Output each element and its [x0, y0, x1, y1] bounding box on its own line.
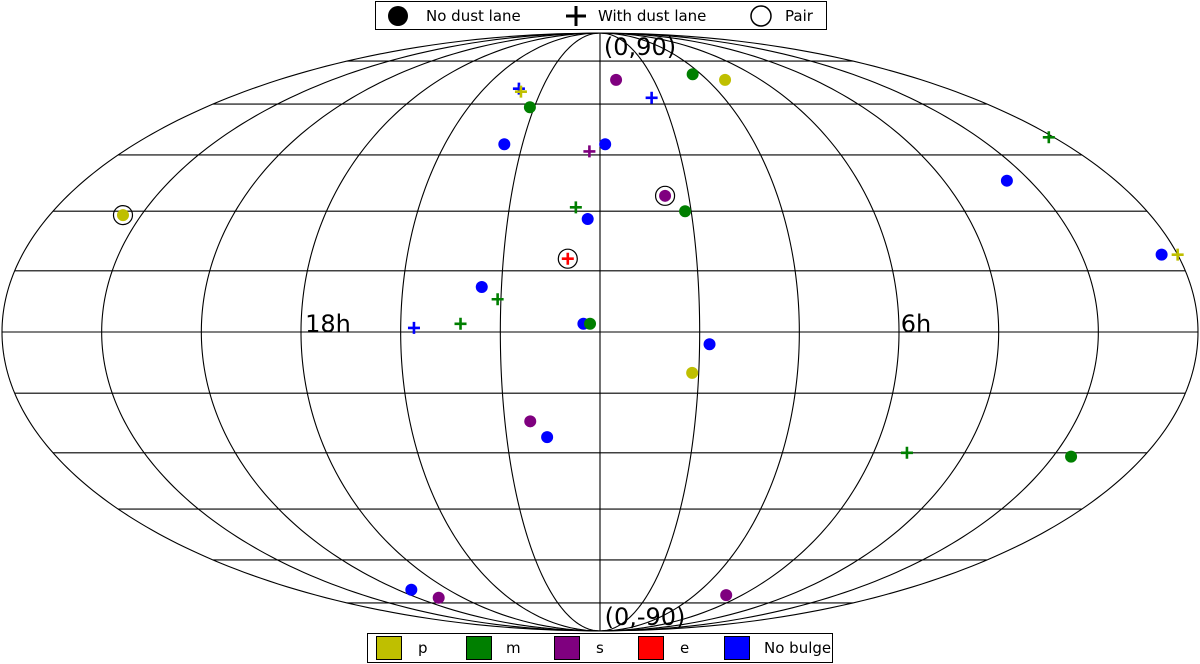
galaxy-plus-m — [900, 446, 913, 459]
galaxy-point-nb — [703, 338, 716, 351]
galaxy-plus-m — [569, 201, 582, 214]
color-swatch — [638, 636, 664, 660]
galaxy-point-nb — [581, 213, 594, 226]
legend-m: m — [466, 636, 554, 660]
legend-e: e — [638, 636, 724, 660]
bulge-class-legend: p m s e No bulge — [367, 633, 833, 663]
legend-label: e — [680, 639, 690, 657]
galaxy-plus-p — [514, 85, 527, 98]
legend-with-dust-lane: With dust lane — [564, 4, 749, 28]
color-swatch — [466, 636, 492, 660]
data-points — [112, 68, 1184, 604]
legend-no-bulge: No bulge — [724, 636, 831, 660]
galaxy-plus-nb — [645, 91, 658, 104]
legend-label: p — [418, 639, 428, 657]
galaxy-point-nb — [405, 583, 418, 596]
legend-label: m — [506, 639, 521, 657]
color-swatch — [376, 636, 402, 660]
color-swatch — [724, 636, 750, 660]
galaxy-point-nb — [599, 138, 612, 151]
ra-18h-label: 18h — [305, 310, 351, 338]
galaxy-point-nb — [1155, 248, 1168, 261]
galaxy-plus-m — [454, 317, 467, 330]
galaxy-point-s — [610, 73, 623, 86]
galaxy-point-nb — [475, 281, 488, 294]
galaxy-plus-m — [1042, 131, 1055, 144]
open-circle-icon — [750, 4, 772, 27]
north-pole-label: (0,90) — [604, 33, 676, 61]
plus-icon — [566, 5, 586, 26]
pair-ring-marker — [557, 248, 578, 269]
galaxy-point-s — [432, 591, 445, 604]
legend-label: With dust lane — [598, 6, 707, 25]
legend-p: p — [376, 636, 466, 660]
graticule — [1, 32, 1199, 632]
galaxy-point-m — [584, 317, 597, 330]
south-pole-label: (0,-90) — [605, 603, 686, 631]
galaxy-point-s — [720, 589, 733, 602]
legend-pair: Pair — [749, 4, 813, 28]
pair-ring-marker — [654, 185, 676, 206]
galaxy-plus-s — [583, 145, 596, 158]
legend-label: No dust lane — [426, 6, 521, 25]
galaxy-point-nb — [1000, 174, 1013, 187]
galaxy-plus-e — [561, 252, 574, 265]
galaxy-plus-nb — [407, 321, 420, 334]
galaxy-point-m — [686, 68, 699, 81]
galaxy-point-s — [659, 189, 672, 202]
legend-label: s — [596, 639, 604, 657]
color-swatch — [554, 636, 580, 660]
pair-ring-marker — [112, 204, 134, 226]
legend-label: Pair — [785, 6, 813, 25]
galaxy-point-m — [523, 101, 536, 114]
filled-circle-icon — [388, 5, 408, 26]
legend-s: s — [554, 636, 638, 660]
galaxy-point-s — [524, 415, 537, 428]
galaxy-point-p — [116, 209, 129, 222]
galaxy-point-p — [719, 73, 732, 86]
galaxy-point-nb — [541, 431, 554, 444]
legend-label: No bulge — [764, 639, 832, 657]
galaxy-point-p — [686, 366, 699, 379]
galaxy-point-nb — [498, 138, 511, 151]
galaxy-plus-p — [1171, 248, 1184, 261]
legend-no-dust-lane: No dust lane — [386, 4, 564, 28]
marker-legend: No dust lane With dust lane Pair — [375, 1, 827, 30]
ra-6h-label: 6h — [901, 310, 931, 338]
galaxy-plus-m — [491, 293, 504, 306]
galaxy-point-m — [679, 205, 692, 218]
galaxy-point-m — [1065, 450, 1078, 463]
